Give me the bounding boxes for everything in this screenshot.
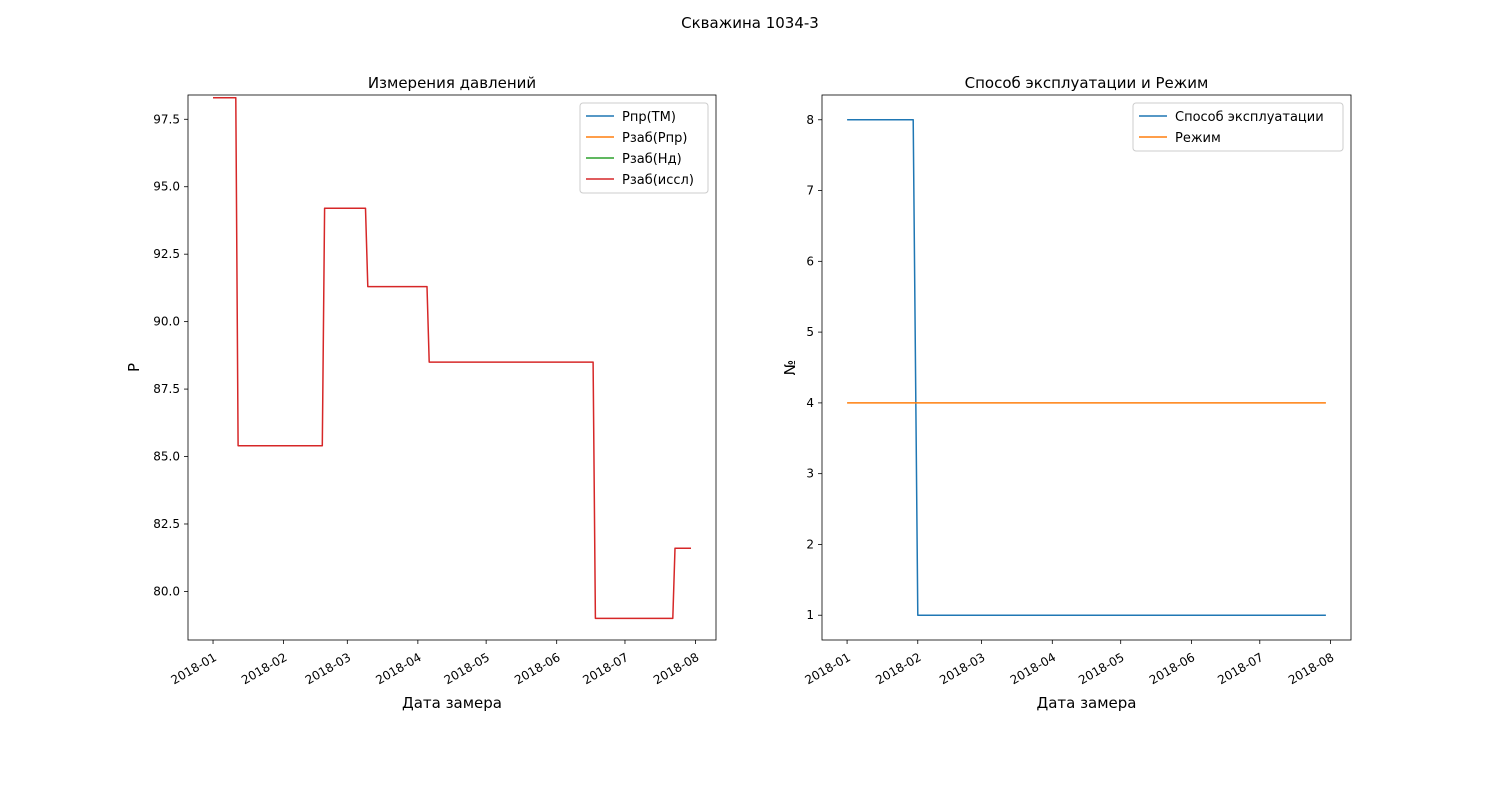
x-tick-label: 2018-07 bbox=[580, 650, 630, 687]
x-tick-label: 2018-03 bbox=[937, 650, 987, 687]
y-tick-label: 90.0 bbox=[153, 315, 180, 329]
y-tick-label: 80.0 bbox=[153, 584, 180, 598]
y-tick-label: 82.5 bbox=[153, 517, 180, 531]
y-tick-label: 85.0 bbox=[153, 450, 180, 464]
y-tick-label: 1 bbox=[806, 608, 814, 622]
x-tick-label: 2018-01 bbox=[803, 650, 853, 687]
subplot-1: 2018-01 2018-02 2018-03 2018-04 2018-05 2018-… bbox=[125, 74, 717, 712]
legend-frame bbox=[579, 102, 709, 194]
y-tick-label: 5 bbox=[806, 325, 814, 339]
x-tick-label: 2018-06 bbox=[512, 650, 562, 687]
legend: Способ эксплуатации Режим bbox=[1132, 102, 1344, 152]
x-tick-label: 2018-04 bbox=[373, 650, 423, 687]
y-tick-label: 87.5 bbox=[153, 382, 180, 396]
y-tick-label: 3 bbox=[806, 467, 814, 481]
legend-entry: Pзаб(иссл) bbox=[622, 173, 694, 188]
legend-entry: Pзаб(Pпр) bbox=[622, 131, 687, 146]
legend-entry: Pзаб(Нд) bbox=[622, 152, 682, 167]
x-tick-label: 2018-02 bbox=[873, 650, 923, 687]
series-line-4 bbox=[213, 96, 691, 620]
x-tick-label: 2018-08 bbox=[1286, 650, 1336, 687]
x-axis-label: Дата замера bbox=[1036, 694, 1136, 712]
legend-entry: Способ эксплуатации bbox=[1175, 110, 1324, 125]
y-axis-label: № bbox=[781, 360, 799, 376]
y-tick-label: 97.5 bbox=[153, 112, 180, 126]
legend-entry: Режим bbox=[1175, 131, 1221, 146]
legend-entry: Pпр(ТМ) bbox=[622, 110, 676, 125]
legend-frame bbox=[1132, 102, 1344, 152]
chart-title: Способ эксплуатации и Режим bbox=[965, 74, 1209, 92]
y-tick-label: 8 bbox=[806, 113, 814, 127]
x-tick-label: 2018-08 bbox=[651, 650, 701, 687]
x-tick-label: 2018-04 bbox=[1008, 650, 1058, 687]
figure-title: Скважина 1034-3 bbox=[681, 14, 819, 32]
x-tick-label: 2018-05 bbox=[1076, 650, 1126, 687]
series-line-1 bbox=[847, 119, 1326, 616]
y-tick-label: 2 bbox=[806, 537, 814, 551]
y-axis-label: P bbox=[125, 363, 143, 372]
subplot-2: 2018-01 2018-02 2018-03 2018-04 2018-05 2018-… bbox=[781, 74, 1352, 712]
axes-frame bbox=[187, 94, 717, 641]
legend: Pпр(ТМ) Pзаб(Pпр) Pзаб(Нд) Pзаб(иссл) bbox=[579, 102, 709, 194]
y-tick-label: 4 bbox=[806, 396, 814, 410]
x-axis-label: Дата замера bbox=[402, 694, 502, 712]
x-tick-label: 2018-02 bbox=[239, 650, 289, 687]
x-tick-label: 2018-03 bbox=[303, 650, 353, 687]
y-tick-label: 92.5 bbox=[153, 247, 180, 261]
x-tick-label: 2018-05 bbox=[442, 650, 492, 687]
y-tick-label: 95.0 bbox=[153, 180, 180, 194]
y-tick-label: 7 bbox=[806, 184, 814, 198]
chart-title: Измерения давлений bbox=[368, 74, 536, 92]
y-tick-label: 6 bbox=[806, 254, 814, 268]
x-tick-label: 2018-01 bbox=[169, 650, 219, 687]
x-tick-label: 2018-07 bbox=[1215, 650, 1265, 687]
axes-frame bbox=[821, 94, 1352, 641]
x-tick-label: 2018-06 bbox=[1147, 650, 1197, 687]
